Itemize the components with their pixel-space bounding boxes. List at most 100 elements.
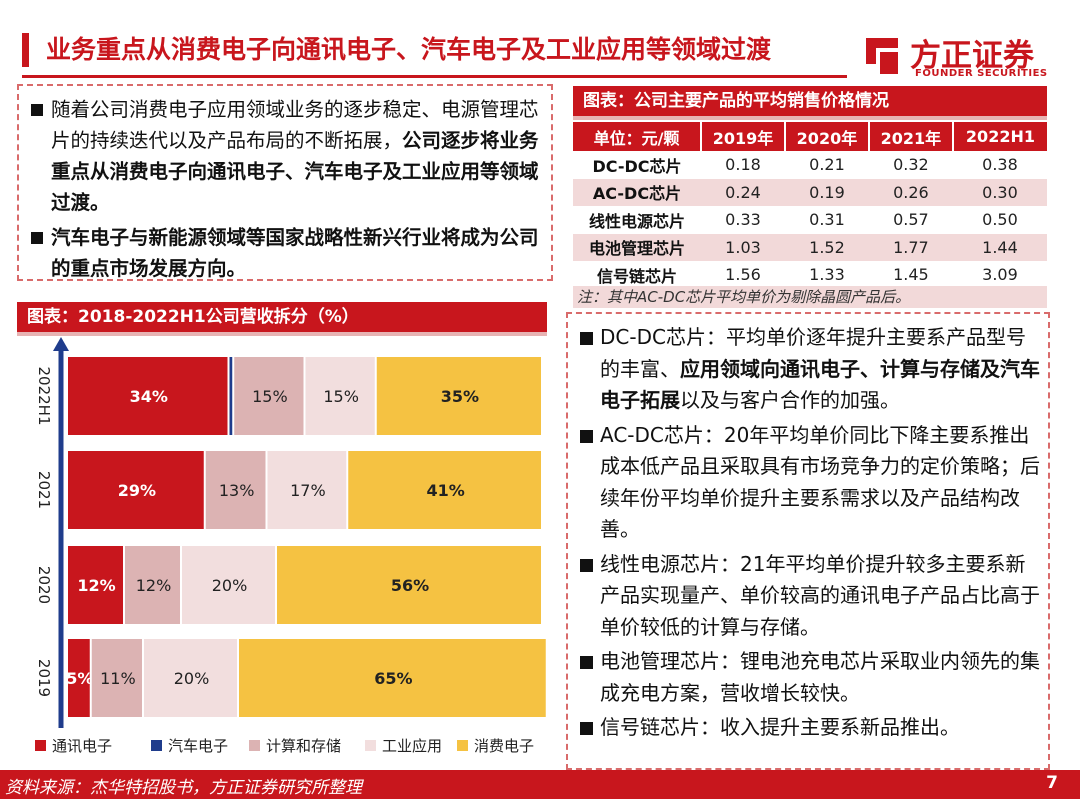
table-row: 线性电源芯片 0.33 0.31 0.57 0.50: [573, 206, 1047, 234]
analysis-bullet-battery: 电池管理芯片：锂电池充电芯片采取业内领先的集成充电方案，营收增长较快。: [578, 646, 1042, 709]
analysis-text: 线性电源芯片：21年平均单价提升较多主要系新产品实现量产、单价较高的通讯电子产品…: [600, 551, 1040, 639]
revenue-breakdown-chart: 2022H1 34% 15% 15% 35% 2021 29% 13% 17% 41% 2020 12…: [17, 335, 553, 765]
table-cell: DC-DC芯片: [573, 151, 701, 179]
bullet-square-icon: [31, 104, 43, 116]
category-label: 2022H1: [35, 367, 53, 426]
data-label: 12%: [136, 576, 172, 595]
legend-label: 通讯电子: [52, 737, 112, 755]
table-cell: 1.52: [784, 233, 869, 261]
data-label: 56%: [391, 576, 429, 595]
table-cell: 1.33: [784, 261, 869, 289]
legend-label: 工业应用: [382, 737, 442, 755]
analysis-bullet-acdc: AC-DC芯片：20年平均单价同比下降主要系推出成本低产品且采取具有市场竞争力的…: [578, 420, 1042, 546]
analysis-bold: 应用领域向通讯电子、计算与存储及汽车电子拓展: [600, 356, 1040, 413]
data-label: 13%: [219, 481, 255, 500]
data-label: 5%: [66, 669, 93, 688]
legend-label: 计算和存储: [266, 737, 341, 755]
legend-swatch: [365, 740, 376, 751]
col-header: 2020年: [784, 122, 870, 151]
footer-source: 资料来源：杰华特招股书，方正证券研究所整理: [5, 778, 362, 798]
table-cell: 0.19: [784, 178, 869, 206]
table-cell: 0.38: [952, 151, 1047, 179]
title-underline: [22, 75, 847, 78]
bar-segment: [348, 451, 541, 529]
footer-bar: 资料来源：杰华特招股书，方正证券研究所整理 7: [0, 770, 1080, 799]
bar-segment: [277, 546, 541, 624]
table-cell: 0.31: [784, 206, 869, 234]
table-row: 信号链芯片 1.56 1.33 1.45 3.09: [573, 261, 1047, 289]
col-header: 2022H1: [952, 122, 1047, 151]
bar-segment: [125, 546, 180, 624]
category-label: 2019: [35, 659, 53, 697]
bar-segment: [229, 357, 233, 435]
bullet-square-icon: [580, 656, 593, 669]
table-cell: 0.32: [868, 151, 953, 179]
table-note: 注：其中AC-DC芯片平均单价为剔除晶圆产品后。: [573, 286, 1047, 308]
table-cell: 线性电源芯片: [573, 206, 701, 234]
table-header-row: 单位：元/颗 2019年 2020年 2021年 2022H1: [573, 122, 1047, 151]
intro-bullet-1-text: 随着公司消费电子应用领域业务的逐步稳定、电源管理芯片的持续迭代以及产品布局的不断…: [51, 98, 539, 152]
analysis-bullet-dcdc: DC-DC芯片：平均单价逐年提升主要系产品型号的丰富、应用领域向通讯电子、计算与…: [578, 322, 1042, 417]
intro-box: 随着公司消费电子应用领域业务的逐步稳定、电源管理芯片的持续迭代以及产品布局的不断…: [17, 84, 553, 281]
bar-segment: [68, 546, 123, 624]
founder-logo: 方正证券 FOUNDER SECURITIES: [862, 30, 1067, 85]
data-label: 11%: [100, 669, 136, 688]
intro-bullet-2: 汽车电子与新能源领域等国家战略性新兴行业将成为公司的重点市场发展方向。: [29, 222, 541, 284]
table-cell: 电池管理芯片: [573, 233, 701, 261]
table-header-text: 图表：公司主要产品的平均销售价格情况: [583, 91, 889, 111]
intro-bullet-1: 随着公司消费电子应用领域业务的逐步稳定、电源管理芯片的持续迭代以及产品布局的不断…: [29, 94, 541, 218]
legend-swatch: [35, 740, 46, 751]
bar-segment: [376, 357, 541, 435]
data-label: 34%: [130, 387, 168, 406]
bar-segment: [267, 451, 347, 529]
bar-segment: [239, 639, 546, 717]
logo-text-cn: 方正证券: [910, 38, 1034, 74]
col-header: 2019年: [701, 122, 786, 151]
col-header: 2021年: [868, 122, 954, 151]
bar-segment: [68, 451, 204, 529]
bullet-square-icon: [580, 332, 593, 345]
table-cell: 1.45: [868, 261, 953, 289]
intro-bullet-1-bold: 公司逐步将业务重点从消费电子向通讯电子、汽车电子及工业应用等领域过渡。: [51, 129, 539, 214]
table-cell: 1.44: [952, 233, 1047, 261]
bullet-square-icon: [31, 232, 43, 244]
analysis-text: AC-DC芯片：20年平均单价同比下降主要系推出成本低产品且采取具有市场竞争力的…: [600, 422, 1040, 542]
table-header-shadow: [573, 116, 1047, 120]
table-cell: 0.26: [868, 178, 953, 206]
bar-segment: [144, 639, 237, 717]
table-header: 图表：公司主要产品的平均销售价格情况: [573, 86, 1047, 120]
data-label: 20%: [174, 669, 210, 688]
table-cell: AC-DC芯片: [573, 178, 701, 206]
product-analysis-box: DC-DC芯片：平均单价逐年提升主要系产品型号的丰富、应用领域向通讯电子、计算与…: [566, 312, 1050, 770]
bullet-square-icon: [580, 722, 593, 735]
page-title: 业务重点从消费电子向通讯电子、汽车电子及工业应用等领域过渡: [46, 35, 772, 64]
legend-swatch: [457, 740, 468, 751]
table-row: AC-DC芯片 0.24 0.19 0.26 0.30: [573, 178, 1047, 206]
table-cell: 0.21: [784, 151, 869, 179]
data-label: 29%: [118, 481, 156, 500]
data-label: 17%: [290, 481, 326, 500]
table-row: 电池管理芯片 1.03 1.52 1.77 1.44: [573, 233, 1047, 261]
table-cell: 0.33: [701, 206, 785, 234]
table-cell: 0.50: [952, 206, 1047, 234]
bar-segment: [68, 639, 90, 717]
title-accent-bar: [22, 33, 29, 67]
bar-segment: [68, 357, 228, 435]
analysis-bullet-signal: 信号链芯片：收入提升主要系新品推出。: [578, 712, 1042, 744]
data-label: 65%: [374, 669, 412, 688]
data-label: 15%: [323, 387, 359, 406]
bullet-square-icon: [580, 558, 593, 572]
page-number: 7: [1046, 773, 1058, 793]
analysis-text: 电池管理芯片：锂电池充电芯片采取业内领先的集成充电方案，营收增长较快。: [600, 649, 1040, 705]
bar-segment: [234, 357, 304, 435]
bar-segment: [305, 357, 375, 435]
revenue-breakdown-svg: 2022H1 34% 15% 15% 35% 2021 29% 13% 17% 41% 2020 12…: [35, 337, 546, 755]
category-label: 2021: [35, 471, 53, 509]
table-cell: 1.03: [701, 233, 785, 261]
analysis-text: 信号链芯片：收入提升主要系新品推出。: [600, 715, 960, 739]
analysis-text: 以及与客户合作的加强。: [680, 388, 900, 412]
table-cell: 1.77: [868, 233, 953, 261]
table-row: DC-DC芯片 0.18 0.21 0.32 0.38: [573, 151, 1047, 179]
data-label: 15%: [252, 387, 288, 406]
logo-text-en: FOUNDER SECURITIES: [915, 68, 1048, 79]
